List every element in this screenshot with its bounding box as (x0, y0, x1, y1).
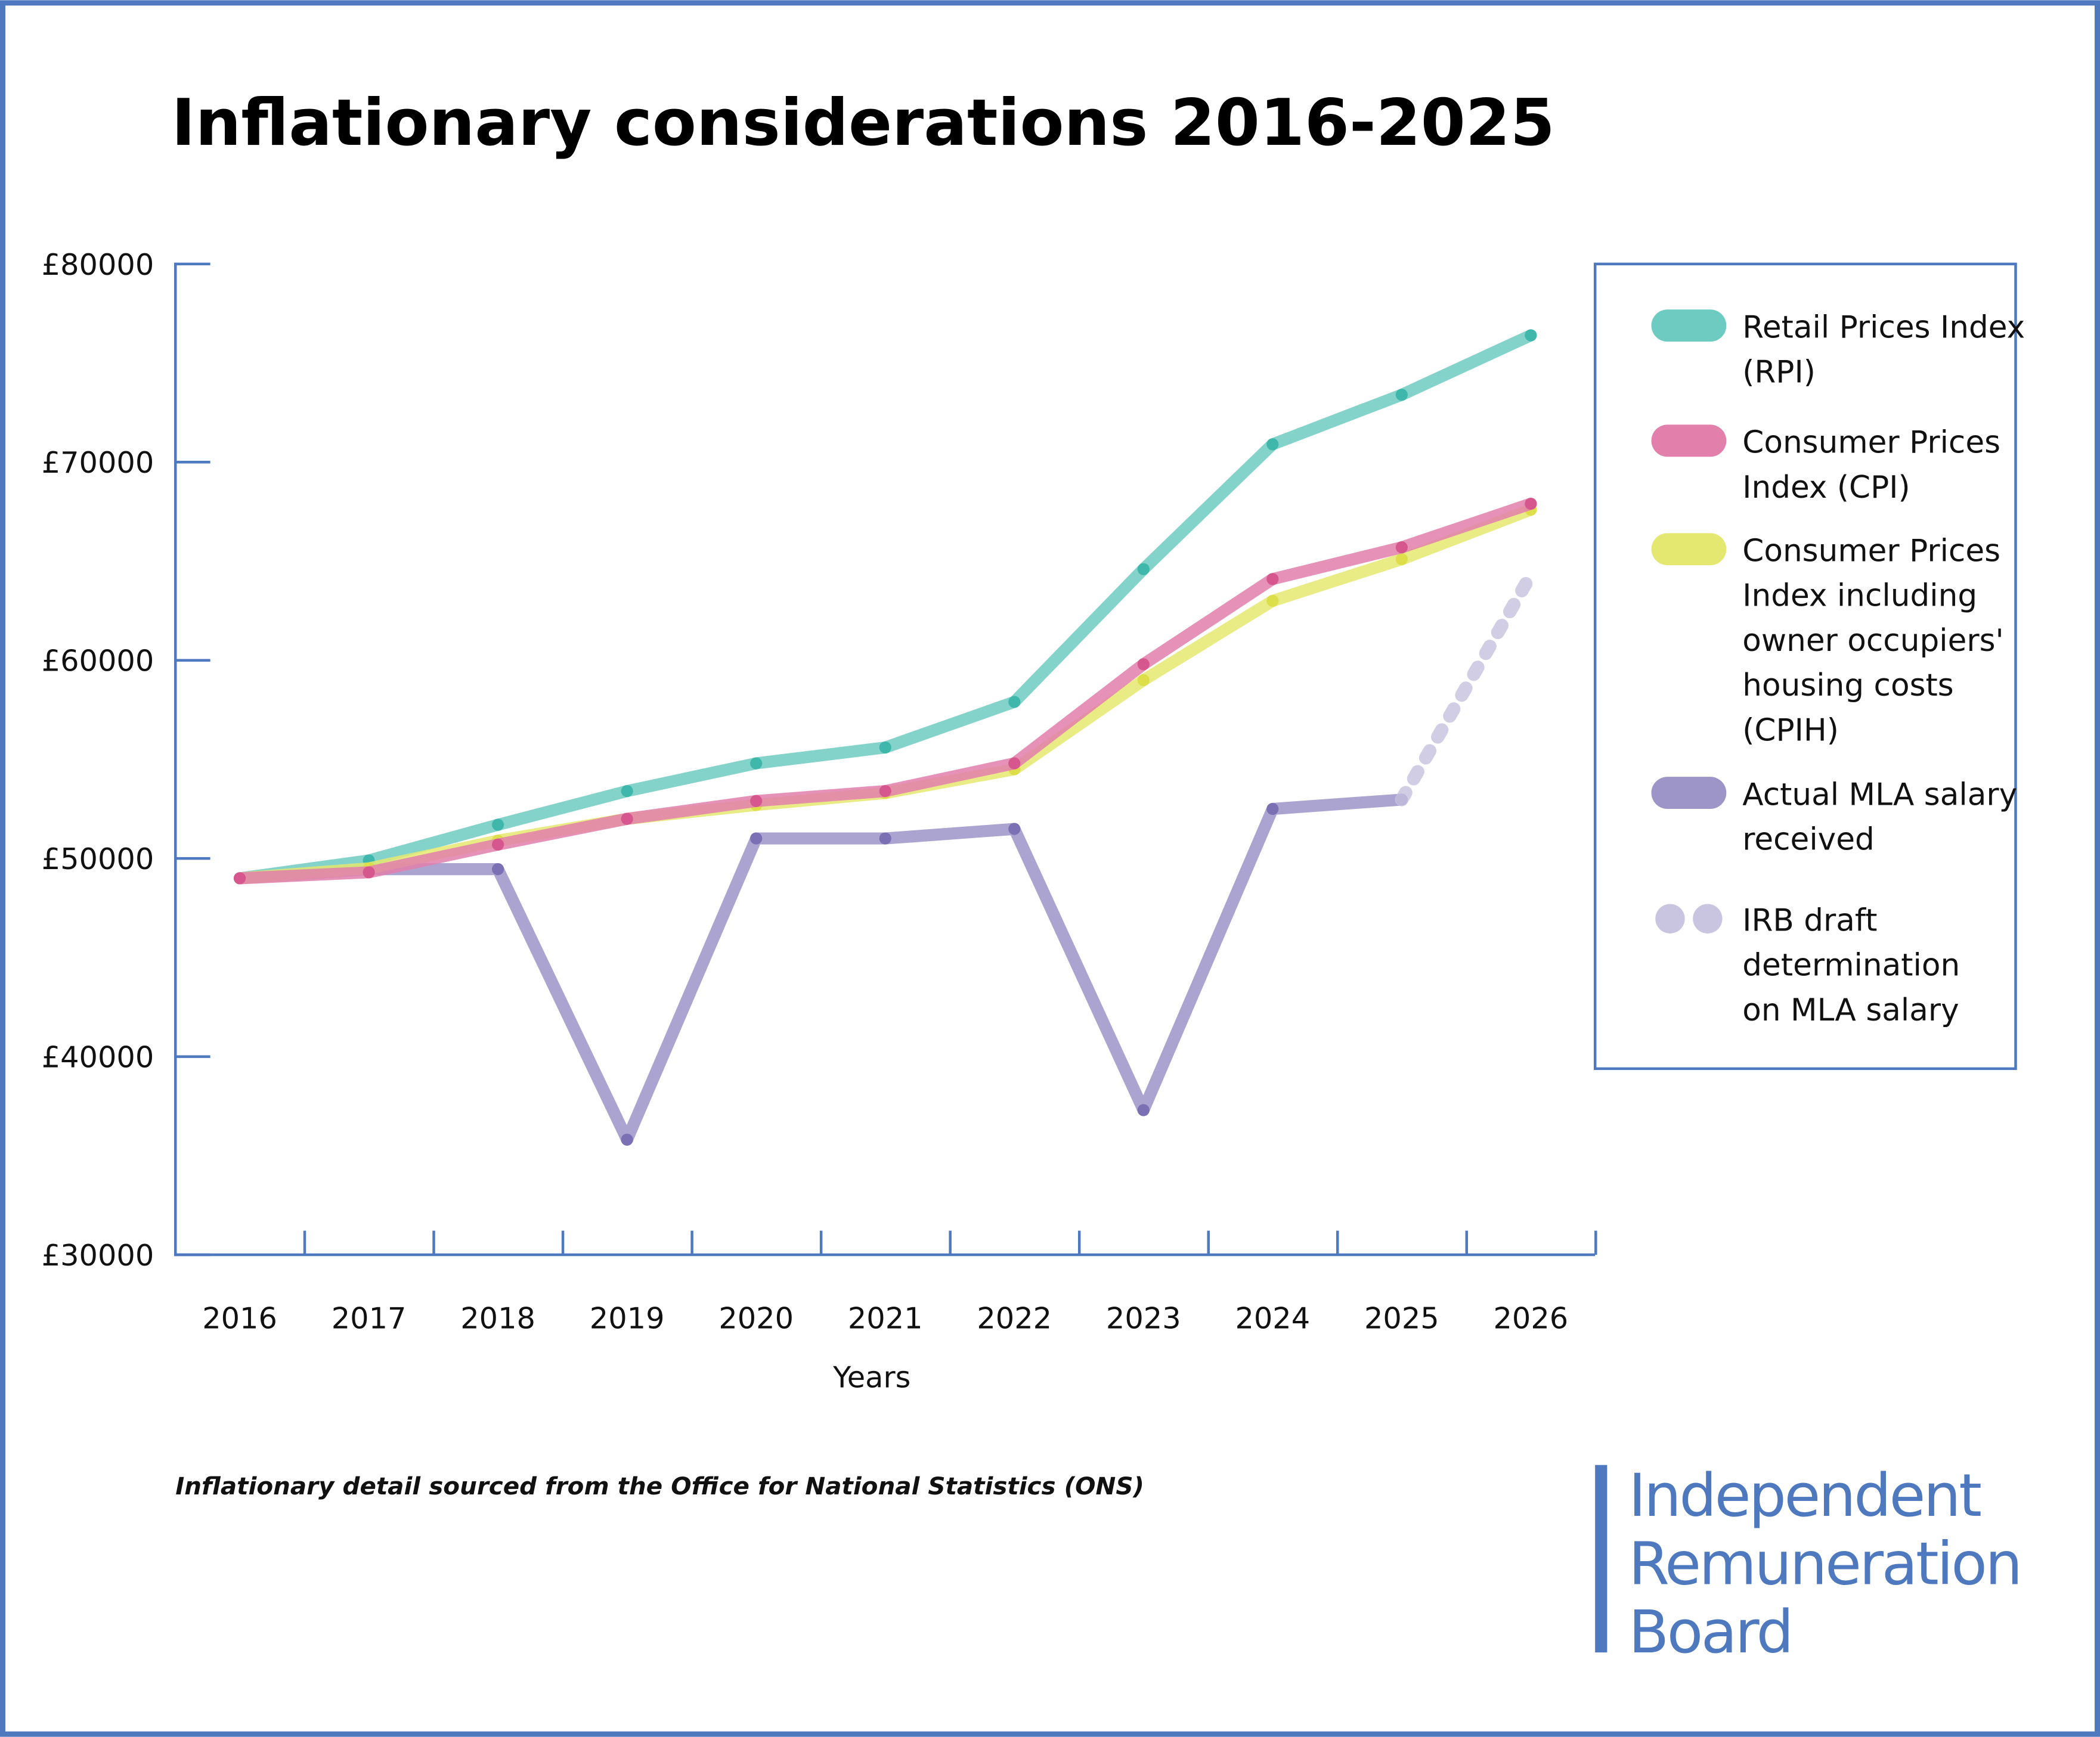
legend-label: determination (1742, 948, 1960, 984)
x-tick-label: 2016 (202, 1301, 277, 1336)
y-tick-label: £30000 (42, 1238, 154, 1273)
x-tick-label: 2018 (460, 1301, 535, 1336)
y-tick-label: £40000 (42, 1040, 154, 1075)
legend-entry: Consumer Prices Index (CPI) (1651, 424, 2000, 505)
series-1 (233, 497, 1537, 885)
data-point (1395, 541, 1408, 554)
data-point (621, 812, 633, 825)
data-point (233, 872, 246, 885)
data-point (1525, 329, 1537, 342)
data-point (879, 741, 891, 754)
series-line (233, 793, 1408, 1146)
legend-box (1593, 262, 2017, 1071)
x-tick-label: 2025 (1364, 1301, 1439, 1336)
legend-label: Consumer Prices (1742, 425, 2000, 461)
series-4 (1395, 568, 1538, 807)
data-point (750, 757, 763, 770)
data-point (1266, 438, 1279, 451)
x-axis-label: Years (832, 1360, 910, 1394)
data-point (1525, 497, 1537, 510)
data-point (1266, 802, 1279, 815)
legend-entry: Consumer Prices Index including owner occu… (1651, 533, 2004, 748)
legend: Retail Prices Index (RPI) Consumer Prices I… (1651, 309, 2025, 1028)
legend-swatch (1655, 904, 1685, 933)
x-tick-label: 2026 (1494, 1301, 1569, 1336)
chart-title: Inflationary considerations 2016-2025 (172, 86, 1555, 160)
data-point (1395, 553, 1408, 566)
legend-label: Index (CPI) (1742, 470, 1910, 505)
x-tick-label: 2017 (332, 1301, 407, 1336)
y-tick-label: £50000 (42, 842, 154, 876)
logo-line: Independent (1628, 1462, 1981, 1530)
data-point (1137, 563, 1150, 575)
data-point (1008, 757, 1021, 770)
data-point (879, 832, 891, 845)
data-point (621, 785, 633, 798)
legend-label: Retail Prices Index (1742, 309, 2025, 345)
data-point (1137, 1104, 1150, 1116)
legend-label: Actual MLA salary (1742, 777, 2017, 812)
y-ticks: £30000 £40000 £50000 £60000 £70000 £80000 (42, 247, 210, 1273)
legend-label: Consumer Prices (1742, 533, 2000, 569)
series-layer (233, 329, 1538, 1146)
legend-label: IRB draft (1742, 902, 1877, 938)
data-point (1395, 389, 1408, 401)
data-point (1137, 674, 1150, 687)
x-tick-label: 2019 (590, 1301, 665, 1336)
logo-line: Board (1628, 1598, 1792, 1667)
data-point (879, 785, 891, 798)
logo-bar (1595, 1465, 1607, 1653)
axes (174, 262, 1596, 1257)
legend-label: on MLA salary (1742, 992, 1959, 1028)
data-point (492, 863, 504, 876)
data-point (363, 866, 375, 879)
legend-entry: Retail Prices Index (RPI) (1651, 309, 2025, 390)
x-ticks: 2016 2017 2018 2019 2020 2021 2022 2023 2024 2025… (202, 1230, 1597, 1336)
footnote: Inflationary detail sourced from the Off… (175, 1472, 1144, 1500)
irb-logo: Independent Remuneration Board (1595, 1462, 2022, 1667)
data-point (492, 838, 504, 851)
y-tick-label: £70000 (42, 445, 154, 480)
x-tick-label: 2024 (1235, 1301, 1310, 1336)
legend-label: Index including (1742, 578, 1977, 614)
x-tick-label: 2023 (1106, 1301, 1181, 1336)
data-point (1008, 823, 1021, 835)
legend-label: received (1742, 822, 1875, 858)
data-point (750, 832, 763, 845)
logo-line: Remuneration (1628, 1530, 2020, 1599)
x-tick-label: 2021 (848, 1301, 923, 1336)
legend-label: owner occupiers' (1742, 623, 2003, 659)
data-point (1008, 696, 1021, 708)
legend-label: housing costs (1742, 668, 1953, 703)
legend-swatch (1693, 904, 1723, 933)
data-point (1266, 594, 1279, 607)
y-tick-label: £60000 (42, 644, 154, 678)
x-tick-label: 2022 (977, 1301, 1052, 1336)
data-point (492, 818, 504, 831)
data-point (1137, 658, 1150, 671)
data-point (621, 1133, 633, 1146)
legend-entry: IRB draft determination on MLA salary (1655, 902, 1960, 1028)
data-point (1266, 573, 1279, 585)
series-line (1395, 568, 1538, 807)
legend-label: (CPIH) (1742, 712, 1839, 748)
x-tick-label: 2020 (718, 1301, 794, 1336)
legend-label: (RPI) (1742, 355, 1816, 390)
data-point (750, 795, 763, 807)
legend-entry: Actual MLA salary received (1651, 777, 2017, 858)
y-tick-label: £80000 (42, 247, 154, 282)
